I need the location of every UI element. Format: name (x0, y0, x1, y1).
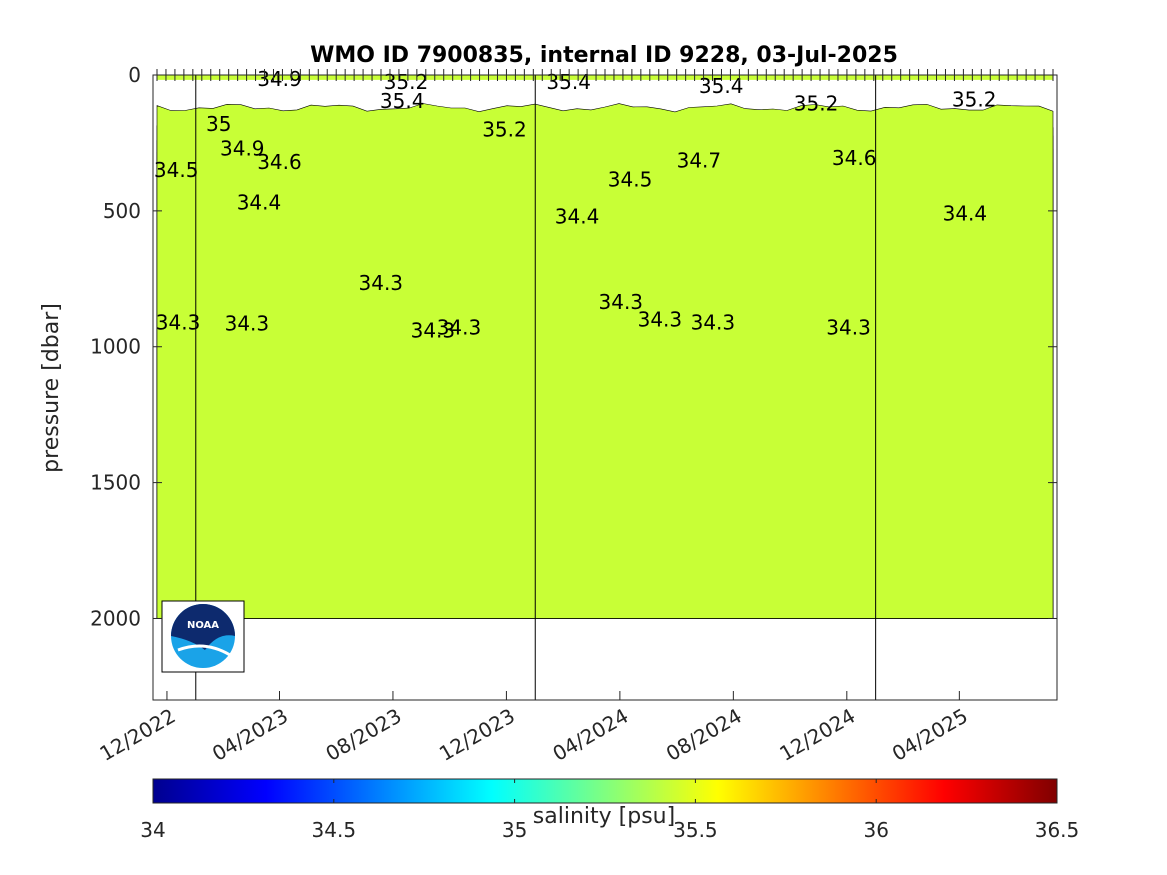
y-axis-label: pressure [dbar] (39, 303, 64, 473)
y-tick-label: 2000 (90, 606, 141, 630)
contour-label: 34.3 (225, 312, 270, 336)
contour-label: 35.2 (482, 117, 527, 141)
y-axis: 0 500 1000 1500 2000 (90, 63, 1057, 630)
y-tick-label: 1000 (90, 335, 141, 359)
contour-label: 34.3 (359, 271, 404, 295)
x-tick-label: 04/2023 (208, 704, 292, 766)
svg-text:NOAA: NOAA (187, 620, 219, 631)
contour-labels: 34.9 35.235.435.4 35.435.2 35.235 35.234.934… (154, 67, 997, 342)
colorbar-tick-label: 34.5 (312, 818, 357, 842)
contour-label: 34.9 (220, 136, 265, 160)
contour-label: 35 (206, 112, 231, 136)
contour-label: 35.2 (384, 70, 429, 94)
x-tick-label: 04/2025 (888, 704, 972, 766)
colorbar-tick-label: 35.5 (673, 818, 718, 842)
year-separator-lines (195, 75, 877, 700)
contour-label: 34.7 (677, 149, 722, 173)
colorbar-tick-label: 34 (140, 818, 165, 842)
colorbar-tick-label: 36 (863, 818, 888, 842)
x-tick-label: 12/2023 (435, 704, 519, 766)
contour-label: 34.4 (237, 191, 282, 215)
contour-label: 35.4 (380, 89, 425, 113)
colorbar-tick-label: 35 (502, 818, 527, 842)
contour-label: 34.4 (943, 202, 988, 226)
contour-label: 34.3 (599, 290, 644, 314)
noaa-logo: NOAA (161, 600, 245, 673)
y-tick-label: 1500 (90, 471, 141, 495)
colorbar-tick-label: 36.5 (1035, 818, 1080, 842)
contour-label: 34.9 (257, 67, 302, 91)
contour-label: 34.5 (154, 158, 199, 182)
contour-label: 34.5 (608, 168, 653, 192)
colorbar-label: salinity [psu] (533, 804, 675, 829)
x-tick-label: 08/2024 (662, 704, 746, 766)
y-tick-label: 0 (128, 63, 141, 87)
contour-label: 34.3 (437, 316, 482, 340)
salinity-layer (156, 103, 1054, 619)
x-tick-label: 04/2024 (548, 704, 632, 766)
x-tick-label: 12/2024 (775, 704, 859, 766)
contour-label: 34.4 (555, 204, 600, 228)
x-tick-label: 12/2022 (96, 704, 180, 766)
y-tick-label: 500 (103, 199, 141, 223)
colorbar-gradient (152, 778, 1058, 804)
chart-title: WMO ID 7900835, internal ID 9228, 03-Jul… (310, 43, 898, 68)
contour-label: 34.3 (156, 310, 201, 334)
contour-label: 34.6 (257, 150, 302, 174)
contour-label: 34.3 (826, 316, 871, 340)
contour-label: 34.3 (638, 308, 683, 332)
contour-label: 34.3 (691, 310, 736, 334)
contour-label: 34.6 (832, 146, 877, 170)
salinity-layers (156, 75, 1054, 619)
contour-label: 35.2 (794, 92, 839, 116)
contour-label: 35.2 (952, 88, 997, 112)
colorbar: salinity [psu] 34 34.5 35 35.5 36 36.5 (140, 778, 1080, 842)
x-tick-label: 08/2023 (322, 704, 406, 766)
contour-label: 34.3 (411, 318, 456, 342)
